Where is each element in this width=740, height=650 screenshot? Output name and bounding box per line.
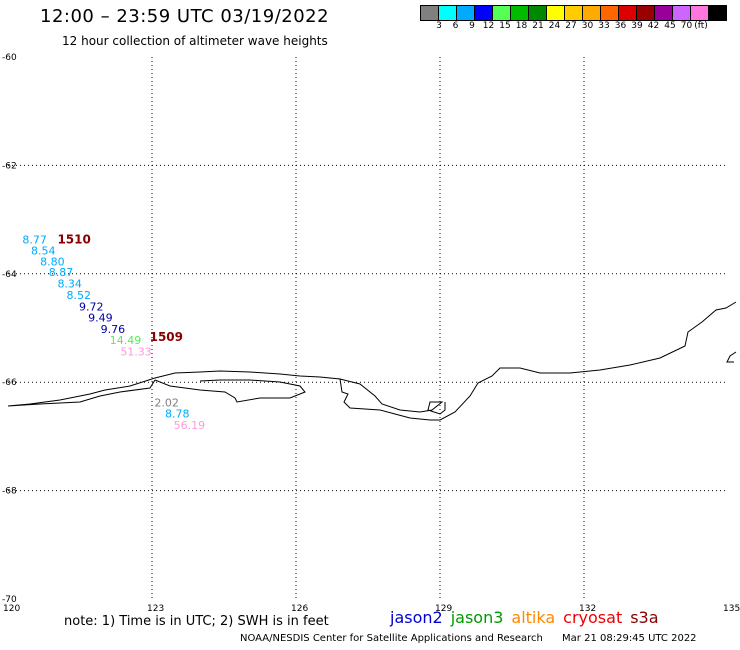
- scale-label: 12: [482, 21, 495, 31]
- scale-label: 9: [469, 21, 475, 31]
- wave-height-label: 8.52: [67, 289, 92, 302]
- wave-height-label: 51.33: [120, 345, 152, 358]
- wave-height-label: 9.72: [79, 300, 104, 313]
- map-subtitle: 12 hour collection of altimeter wave hei…: [62, 34, 328, 48]
- wave-height-label: 9.76: [101, 323, 126, 336]
- x-tick-label: 129: [435, 604, 452, 614]
- y-tick-label: -66: [2, 378, 17, 388]
- timestamp-text: Mar 21 08:29:45 UTC 2022: [562, 633, 697, 644]
- wave-height-label: 8.34: [57, 278, 82, 291]
- scale-label: 6: [452, 21, 459, 31]
- x-tick-label: 135: [723, 604, 740, 614]
- wave-height-label: 9.49: [88, 312, 113, 325]
- y-tick-label: -62: [2, 161, 17, 171]
- wave-height-label: 14.49: [110, 334, 142, 347]
- scale-label: 30: [581, 21, 594, 31]
- wave-height-label: 8.87: [49, 266, 74, 279]
- cycle-number-label: 1510: [57, 233, 90, 247]
- legend-entry: jason3: [450, 608, 504, 627]
- map-title: 12:00 – 23:59 UTC 03/19/2022: [40, 6, 330, 27]
- legend-entry: s3a: [630, 608, 659, 627]
- legend-entry: cryosat: [563, 608, 623, 627]
- credit-text: NOAA/NESDIS Center for Satellite Applica…: [240, 633, 543, 644]
- graticule: [8, 57, 728, 599]
- x-tick-label: 132: [579, 604, 596, 614]
- x-tick-label: 120: [3, 604, 20, 614]
- color-scale-bar: [420, 5, 727, 21]
- wave-height-label: 2.02: [154, 396, 179, 409]
- wave-height-label: 8.54: [31, 244, 56, 257]
- footer-credit: NOAA/NESDIS Center for Satellite Applica…: [240, 633, 697, 644]
- wave-height-label: 8.77: [22, 234, 47, 247]
- scale-label: 15: [499, 21, 511, 31]
- footnote: note: 1) Time is in UTC; 2) SWH is in fe…: [64, 614, 329, 629]
- y-tick-label: -60: [2, 53, 17, 63]
- scale-label: 24: [548, 21, 561, 31]
- scale-swatch: [708, 5, 727, 21]
- x-tick-label: 123: [147, 604, 164, 614]
- axis-ticks: 120 123 126 129 132 135 -60 -62 -64 -66 -68 -70: [2, 53, 740, 614]
- satellite-legend: jason2 jason3 altika cryosat s3a: [390, 608, 667, 627]
- y-tick-label: -70: [2, 595, 17, 605]
- wave-height-label: 8.80: [40, 255, 65, 268]
- cycle-number-label: 1509: [150, 330, 183, 344]
- scale-unit: (ft): [694, 21, 708, 31]
- y-tick-label: -68: [2, 487, 17, 497]
- color-scale-labels: 3 6 9 12 15 18 21 24 27 30 33 36 39 42 45 70 (ft): [421, 21, 740, 33]
- scale-label: 45: [664, 21, 676, 31]
- wave-height-label: 56.19: [174, 419, 206, 432]
- scale-label: 21: [532, 21, 544, 31]
- scale-label: 70: [680, 21, 693, 31]
- scale-label: 39: [631, 21, 643, 31]
- scale-label: 3: [436, 21, 442, 31]
- wave-height-label: 8.78: [165, 408, 190, 421]
- scale-label: 36: [614, 21, 627, 31]
- y-tick-label: -64: [2, 270, 17, 280]
- legend-entry: jason2: [390, 608, 443, 627]
- antarctic-coastline: [7, 301, 737, 421]
- scale-label: 42: [647, 21, 660, 31]
- x-tick-label: 126: [291, 604, 308, 614]
- scale-label: 33: [598, 21, 610, 31]
- legend-entry: altika: [511, 608, 556, 627]
- scale-label: 27: [565, 21, 577, 31]
- scale-label: 18: [515, 21, 528, 31]
- observation-labels: 8.778.548.808.878.348.529.729.499.7614.4…: [22, 233, 205, 432]
